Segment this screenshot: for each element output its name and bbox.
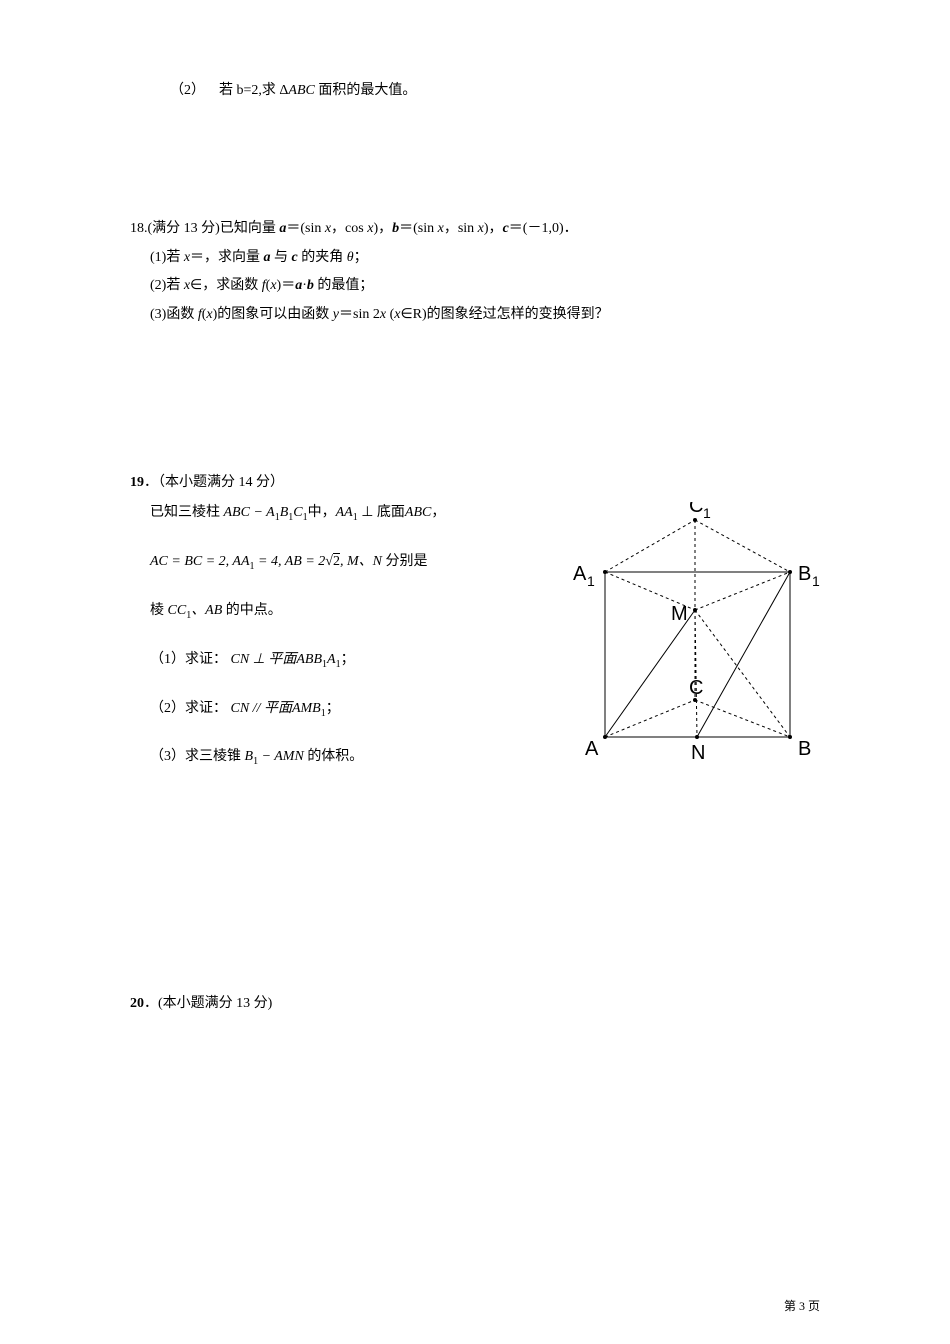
q19-p3-b: B: [245, 749, 254, 764]
q19-p3-label: （3）求三棱锥: [150, 749, 245, 764]
q19-l1-aa: AA: [336, 505, 353, 520]
q18-p3-eq: ＝sin 2: [339, 307, 380, 322]
q20-header-line: 20．(本小题满分 13 分): [130, 993, 820, 1015]
q18-p2-b: b: [307, 278, 314, 293]
q19-p1-cn: CN ⊥ 平面ABB: [231, 652, 323, 667]
q18-p1-pre: (1)若: [150, 250, 184, 265]
gap-2: [130, 332, 820, 442]
q18-p2-eq: )＝: [277, 278, 296, 293]
q19-part2: （2）求证： CN // 平面AMB1；: [130, 696, 530, 723]
gap-2b: [130, 442, 820, 472]
q19-l2-eq: = 4, AB = 2: [255, 554, 326, 569]
q18-c-eq: ＝(－1,0)．: [509, 221, 578, 236]
q19-l3-pre: 棱: [150, 603, 168, 618]
q19-l2-end: 分别是: [382, 554, 428, 569]
q19-l1-c: C: [293, 505, 302, 520]
svg-text:1: 1: [587, 573, 595, 589]
svg-text:M: M: [671, 603, 688, 625]
svg-text:N: N: [691, 742, 705, 764]
svg-text:1: 1: [703, 505, 711, 521]
q18-p2-pre: (2)若: [150, 278, 184, 293]
q19-line2: AC = BC = 2, AA1 = 4, AB = 2√2, M、N 分别是: [130, 549, 530, 576]
q17-part2-prefix: （2） 若 b=2,求: [170, 83, 276, 98]
q19-p1-a: A: [327, 652, 336, 667]
q18-p3-mid: )的图象可以由函数: [213, 307, 333, 322]
q18-comma-sin: ，sin: [444, 221, 478, 236]
q19-l2-ac: AC = BC = 2, AA: [150, 554, 250, 569]
q18-header: 18.(满分 13 分)已知向量: [130, 221, 279, 236]
svg-text:C: C: [689, 502, 703, 517]
q19-l1-abc2: ABC: [405, 505, 431, 520]
q18-part2: (2)若 x∈，求函数 f(x)＝a·b 的最值；: [130, 275, 820, 297]
q18-p3-paren2: (: [386, 307, 394, 322]
q18-p3-end: ∈R)的图象经过怎样的变换得到？: [400, 307, 608, 322]
q19-p1-label: （1）求证：: [150, 652, 227, 667]
q18-p1-end: 的夹角: [298, 250, 347, 265]
q18-p1-mid2: 与: [271, 250, 292, 265]
q19-l3-cc: CC: [168, 603, 187, 618]
q19-p2-end: ；: [326, 701, 340, 716]
q18-p2-end: 的最值；: [314, 278, 374, 293]
q19-header-line: 19．（本小题满分 14 分）: [130, 472, 820, 494]
svg-text:B: B: [798, 738, 811, 760]
q17-part2-end: 面积的最大值。: [318, 83, 416, 98]
q19-l2-sqrt2: 2: [333, 553, 340, 569]
q18-part1: (1)若 x＝，求向量 a 与 c 的夹角 θ；: [130, 247, 820, 269]
q19-l1-mid: 中，: [308, 505, 336, 520]
q18-b-eq: ＝(sin: [399, 221, 438, 236]
q18-comma-cos: ，cos: [331, 221, 367, 236]
q18-theta: θ: [347, 250, 354, 265]
q19-l1-pre: 已知三棱柱: [150, 505, 224, 520]
q19-l1-end: ，: [431, 505, 445, 520]
q18-header-line: 18.(满分 13 分)已知向量 a＝(sin x，cos x)，b＝(sin …: [130, 218, 820, 240]
q19-header: ．（本小题满分 14 分）: [144, 475, 284, 490]
q19-number: 19: [130, 475, 144, 490]
q19-l1-b: B: [280, 505, 289, 520]
q19-p2-label: （2）求证：: [150, 701, 227, 716]
q19-p1-end: ；: [341, 652, 355, 667]
q18-close1: )，: [373, 221, 392, 236]
q20-number: 20: [130, 996, 144, 1011]
q19-part3: （3）求三棱锥 B1 − AMN 的体积。: [130, 744, 530, 771]
q19-l1-perp: ⊥ 底面: [358, 505, 405, 520]
svg-text:B: B: [798, 563, 811, 585]
q19-l1-abc: ABC − A: [224, 505, 275, 520]
q19-p3-amn: − AMN: [258, 749, 304, 764]
svg-text:C: C: [689, 677, 703, 699]
q19-part1: （1）求证： CN ⊥ 平面ABB1A1；: [130, 647, 530, 674]
svg-text:A: A: [573, 563, 587, 585]
prism-svg: C1A1B1MCANB: [530, 502, 830, 782]
svg-text:A: A: [585, 738, 599, 760]
q20-header: ．(本小题满分 13 分): [144, 996, 272, 1011]
q18-p1-mid: ＝，求向量: [190, 250, 264, 265]
gap-1: [130, 108, 820, 218]
q19-text-block: 已知三棱柱 ABC − A1B1C1中，AA1 ⊥ 底面ABC， AC = BC…: [130, 500, 530, 771]
q18-p1-semi: ；: [354, 250, 368, 265]
q19-l3-end: 的中点。: [222, 603, 282, 618]
q19-l2-mn: , M、N: [340, 554, 382, 569]
q17-part2: （2） 若 b=2,求 ΔABC 面积的最大值。: [130, 80, 820, 102]
q18-p1-a: a: [264, 250, 271, 265]
q19-p3-end: 的体积。: [304, 749, 364, 764]
gap-3: [130, 793, 820, 903]
q18-part3: (3)函数 f(x)的图象可以由函数 y＝sin 2x (x∈R)的图象经过怎样…: [130, 304, 820, 326]
q17-abc: ABC: [288, 83, 314, 98]
q19-line3: 棱 CC1、AB 的中点。: [130, 598, 530, 625]
q18-close2: )，: [484, 221, 503, 236]
q19-l3-ab: 、AB: [191, 603, 222, 618]
q18-p2-mid: ∈，求函数: [190, 278, 262, 293]
svg-text:1: 1: [812, 573, 820, 589]
prism-diagram: C1A1B1MCANB: [530, 502, 830, 782]
page-footer: 第 3 页: [784, 1297, 820, 1314]
gap-3b: [130, 903, 820, 993]
q19-container: 19．（本小题满分 14 分） 已知三棱柱 ABC − A1B1C1中，AA1 …: [130, 472, 820, 771]
q19-sqrt-symbol: √: [325, 554, 333, 569]
q19-line1: 已知三棱柱 ABC − A1B1C1中，AA1 ⊥ 底面ABC，: [130, 500, 530, 527]
q19-p2-cn: CN // 平面AMB: [231, 701, 321, 716]
q18-a-eq: ＝(sin: [286, 221, 325, 236]
q18-p3-pre: (3)函数: [150, 307, 198, 322]
